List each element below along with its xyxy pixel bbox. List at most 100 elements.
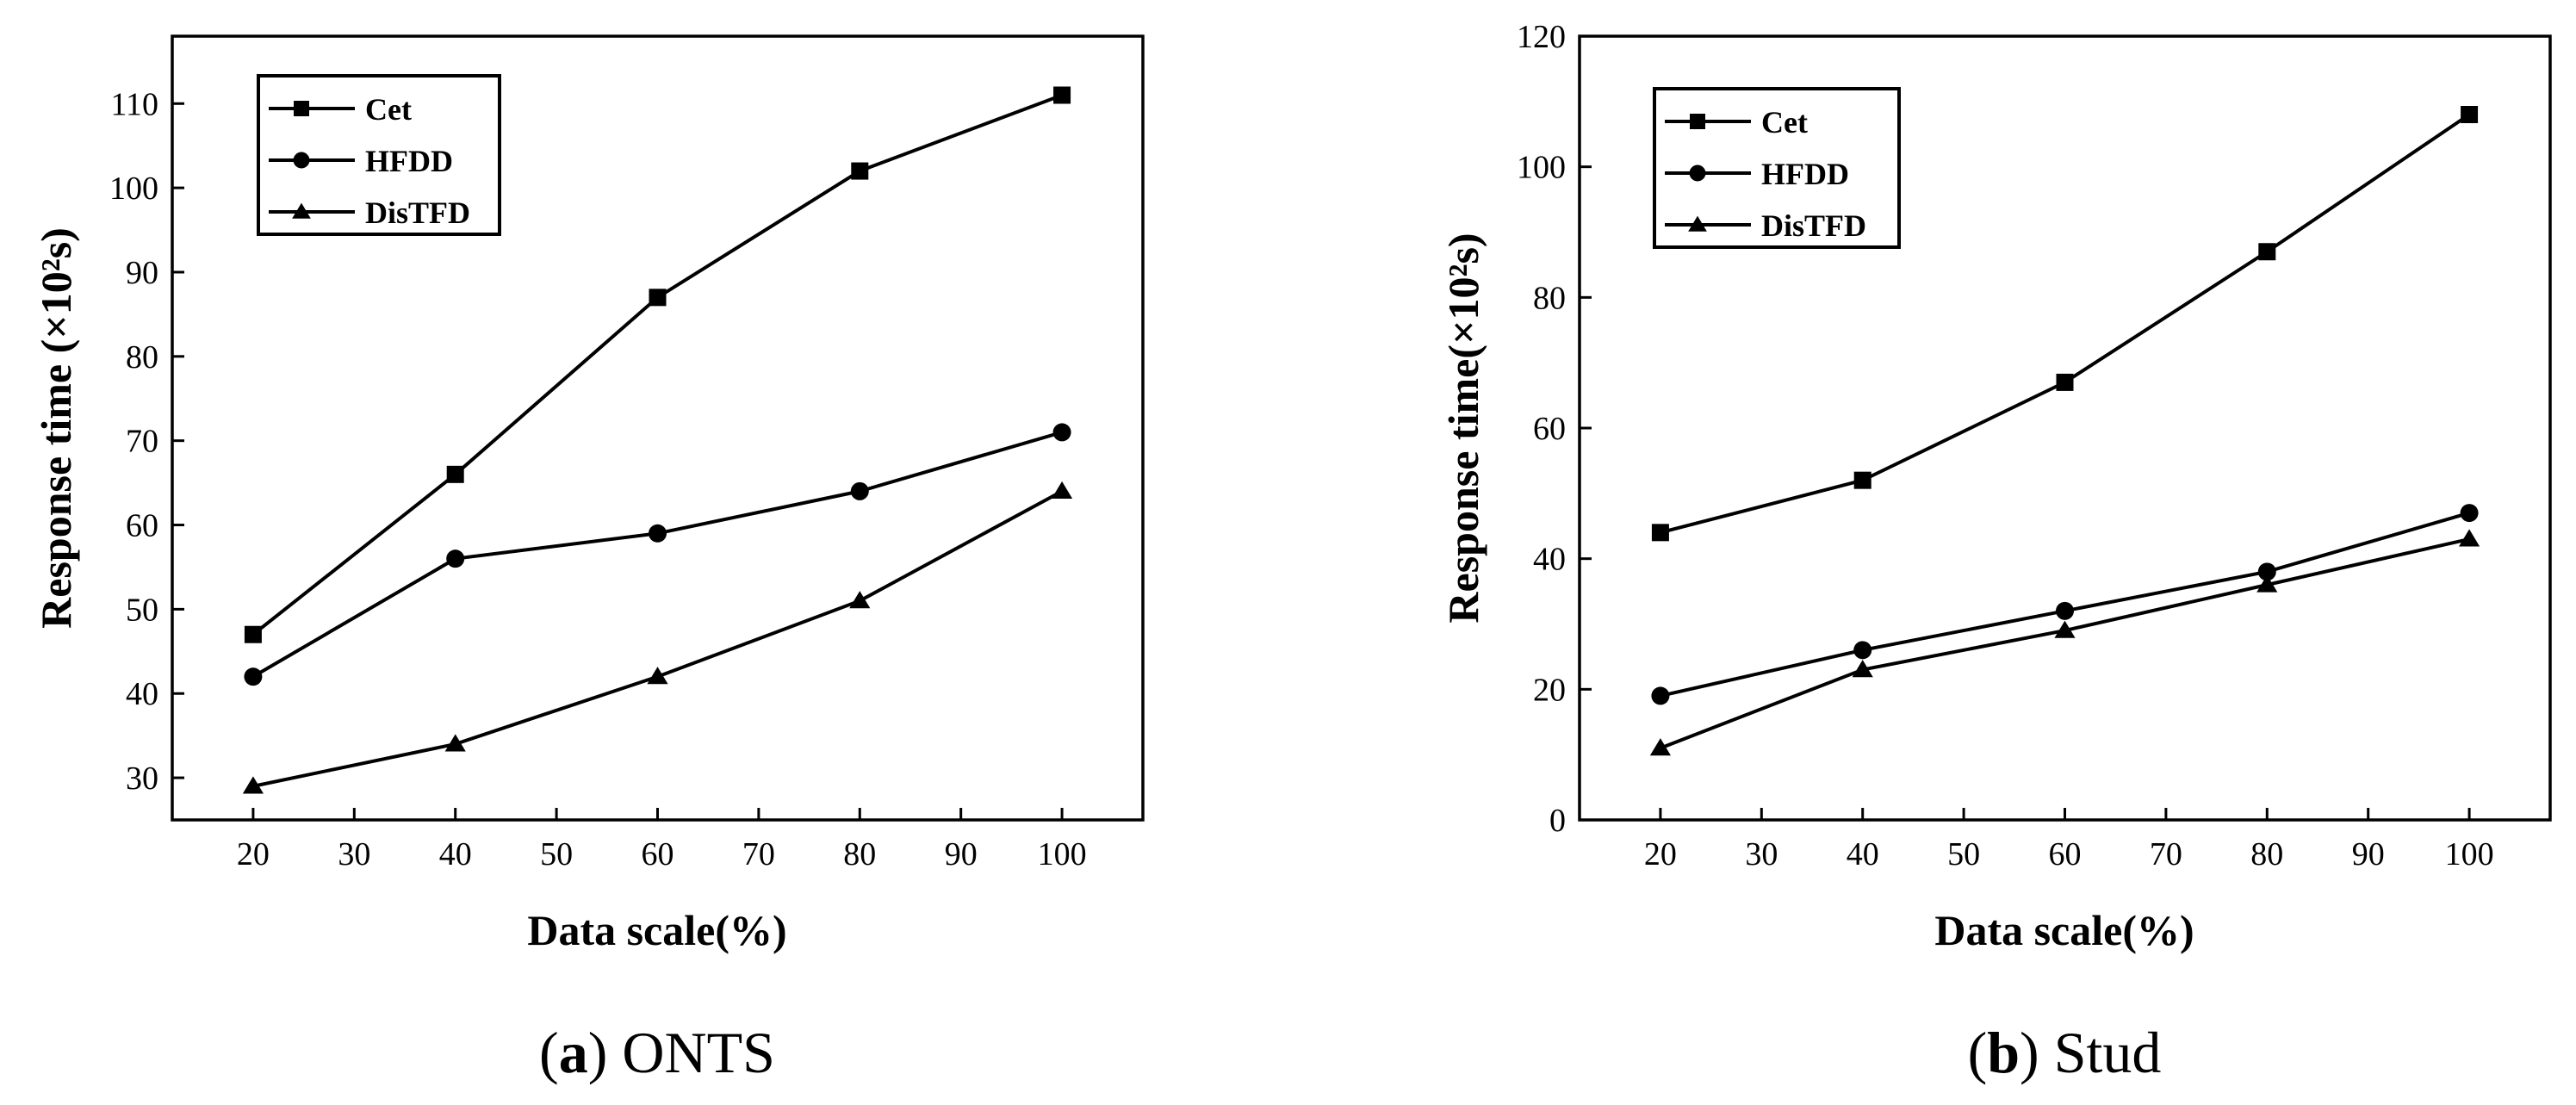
y-tick-label: 40: [126, 676, 158, 712]
legend-label-hfdd: HFDD: [1761, 157, 1849, 191]
x-tick-label: 50: [540, 836, 573, 872]
x-tick-label: 20: [1644, 836, 1677, 872]
x-tick-label: 50: [1947, 836, 1980, 872]
data-point-hfdd: [2257, 562, 2276, 581]
tick-group: 20 30 40 50 60 70 80 90 100 0 20 40 60 80 100 120: [1517, 19, 2494, 872]
x-tick-label: 40: [1847, 836, 1879, 872]
plot-frame: [1578, 34, 2552, 822]
data-point-hfdd: [244, 667, 263, 686]
x-tick-label: 70: [2150, 836, 2182, 872]
x-tick-label: 20: [237, 836, 270, 872]
plot-frame: [171, 34, 1145, 822]
legend-marker-hfdd: [1689, 165, 1706, 182]
x-tick-label: 80: [843, 836, 876, 872]
x-tick-label: 30: [1745, 836, 1778, 872]
y-tick-label: 100: [1517, 150, 1566, 186]
data-point-hfdd: [1052, 423, 1071, 442]
caption-open-paren: (: [539, 1020, 559, 1085]
series-line-distfd: [1660, 537, 2470, 750]
y-axis-label: Response time (×10²s): [32, 227, 80, 629]
data-point-cet: [244, 625, 262, 643]
series-group: [242, 86, 1073, 794]
x-tick-label: 60: [2049, 836, 2082, 872]
x-tick-label: 40: [439, 836, 472, 872]
y-tick-label: 0: [1549, 803, 1566, 839]
caption-label: b: [1987, 1020, 2020, 1085]
chart-panel-b: 20 30 40 50 60 70 80 90 100 0 20 40 60 80 100 120 Data …: [1439, 19, 2552, 1085]
data-point-distfd: [1852, 660, 1873, 678]
data-point-distfd: [849, 591, 871, 609]
y-tick-label: 20: [1533, 672, 1566, 708]
legend-label-hfdd: HFDD: [365, 144, 453, 178]
legend-frame: [257, 74, 501, 236]
data-point-hfdd: [850, 481, 869, 500]
data-point-distfd: [444, 734, 466, 752]
data-point-cet: [446, 465, 464, 483]
x-axis-label: Data scale(%): [527, 906, 786, 954]
x-tick-label: 80: [2250, 836, 2283, 872]
caption: (a) ONTS: [539, 1020, 775, 1085]
data-point-cet: [2258, 243, 2276, 261]
y-tick-label: 60: [126, 508, 158, 544]
data-point-cet: [1853, 471, 1871, 489]
data-point-distfd: [1052, 481, 1073, 500]
data-point-cet: [2461, 106, 2479, 123]
data-point-hfdd: [2056, 601, 2074, 620]
tick-group: 20 30 40 50 60 70 80 90 100 30 40 50 60 70 80 90 100 110: [109, 86, 1087, 872]
data-point-hfdd: [446, 549, 465, 568]
data-point-distfd: [2459, 529, 2480, 547]
legend-frame: [1653, 87, 1901, 249]
x-tick-label: 30: [338, 836, 370, 872]
legend-label-cet: Cet: [1761, 105, 1808, 140]
caption-open-paren: (: [1968, 1020, 1988, 1085]
legend-marker-cet: [1690, 114, 1705, 129]
legend-marker-cet: [294, 101, 309, 116]
y-tick-label: 40: [1533, 542, 1566, 578]
data-point-distfd: [1649, 738, 1671, 756]
legend-label-distfd: DisTFD: [365, 196, 470, 230]
data-point-cet: [851, 162, 869, 180]
caption-text: ONTS: [622, 1020, 775, 1085]
data-point-hfdd: [649, 524, 667, 543]
y-tick-label: 120: [1517, 19, 1566, 55]
y-tick-label: 60: [1533, 411, 1566, 447]
legend-marker-distfd: [1688, 215, 1707, 232]
x-tick-label: 100: [2445, 836, 2494, 872]
legend-label-distfd: DisTFD: [1761, 208, 1866, 243]
data-point-cet: [649, 289, 667, 307]
y-tick-label: 50: [126, 592, 158, 628]
y-tick-label: 30: [126, 760, 158, 797]
caption-close-paren: ): [588, 1020, 623, 1085]
chart-panel-a: 20 30 40 50 60 70 80 90 10030405060708090100110 …: [32, 34, 1145, 1085]
data-point-distfd: [647, 667, 668, 685]
x-tick-label: 60: [642, 836, 674, 872]
y-tick-label: 100: [109, 171, 158, 207]
data-point-hfdd: [2460, 504, 2479, 523]
legend: Cet HFDD DisTFD: [257, 74, 501, 236]
data-point-distfd: [2054, 620, 2076, 638]
legend-label-cet: Cet: [365, 92, 412, 127]
data-point-hfdd: [1651, 686, 1670, 705]
caption: (b) Stud: [1968, 1020, 2162, 1085]
y-tick-label: 90: [126, 255, 158, 291]
legend-marker-distfd: [292, 202, 311, 219]
legend: Cet HFDD DisTFD: [1653, 87, 1901, 249]
series-group: [1649, 106, 2480, 756]
series-line-hfdd: [251, 430, 1063, 679]
legend-marker-hfdd: [293, 152, 310, 169]
x-tick-label: 90: [945, 836, 978, 872]
caption-text: Stud: [2054, 1020, 2162, 1085]
y-tick-label: 70: [126, 424, 158, 460]
data-point-distfd: [2256, 574, 2278, 593]
y-axis-label: Response time(×10²s): [1439, 233, 1487, 623]
caption-label: a: [559, 1020, 588, 1085]
data-point-cet: [2056, 373, 2074, 391]
x-tick-label: 70: [742, 836, 775, 872]
y-tick-label: 110: [110, 86, 158, 122]
x-axis-label: Data scale(%): [1934, 906, 2194, 954]
caption-close-paren: ): [2020, 1020, 2054, 1085]
x-tick-label: 90: [2352, 836, 2385, 872]
data-point-cet: [1053, 86, 1071, 104]
data-point-distfd: [242, 776, 264, 794]
